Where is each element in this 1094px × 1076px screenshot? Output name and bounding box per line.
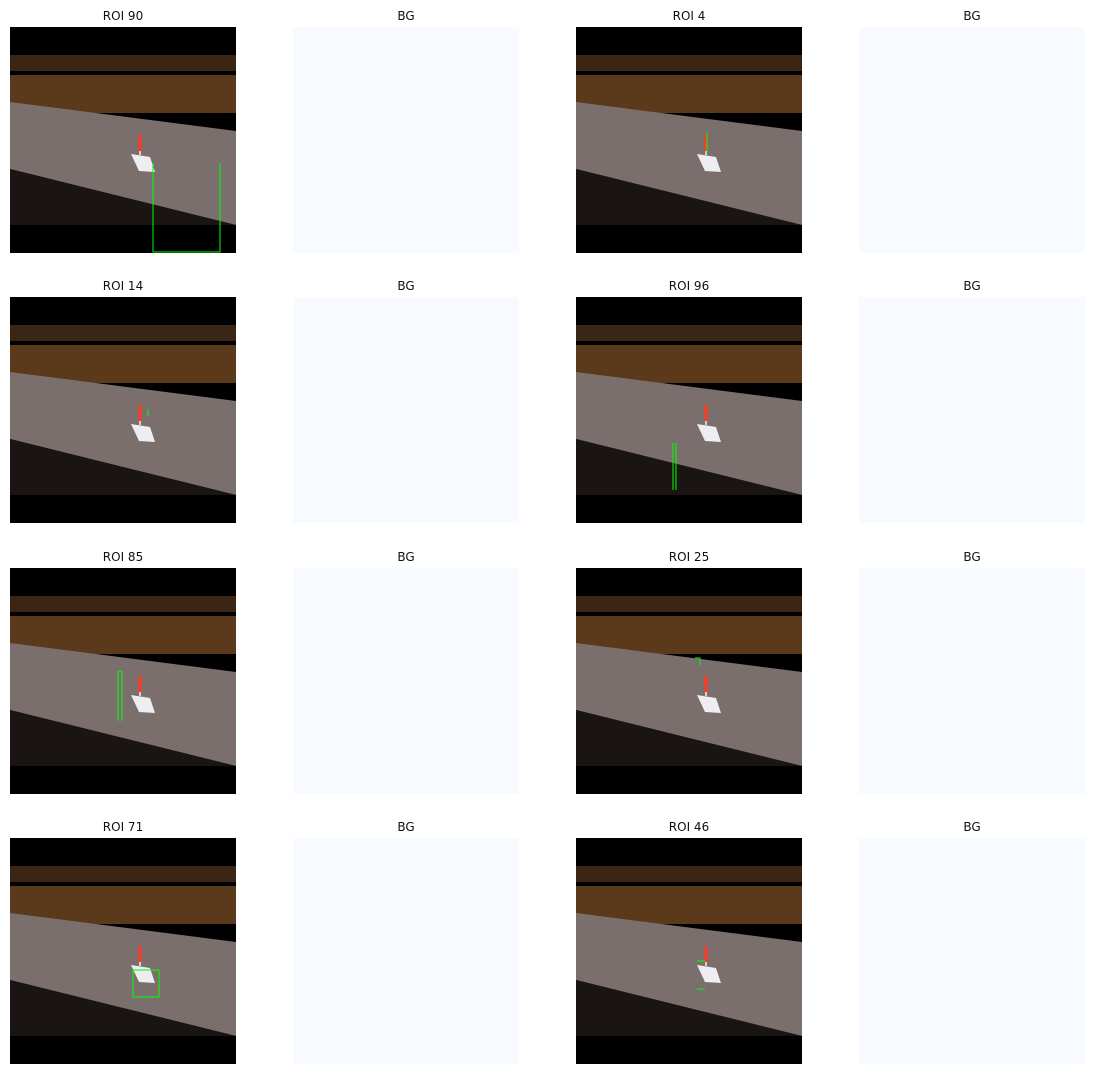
bg-mask-panel bbox=[293, 297, 519, 523]
bg-title: BG bbox=[397, 820, 415, 834]
roi-image-panel bbox=[576, 297, 802, 523]
roi-scene-image bbox=[10, 568, 236, 794]
bg-title: BG bbox=[963, 820, 981, 834]
roi-scene-image bbox=[576, 297, 802, 523]
roi-scene-image bbox=[10, 297, 236, 523]
roi-scene-image bbox=[10, 838, 236, 1064]
bg-mask-panel bbox=[859, 297, 1085, 523]
roi-scene-image bbox=[576, 27, 802, 253]
roi-image-panel bbox=[10, 838, 236, 1064]
bg-mask-panel bbox=[859, 568, 1085, 794]
roi-title: ROI 14 bbox=[102, 279, 144, 293]
bg-title: BG bbox=[397, 550, 415, 564]
roi-title: ROI 46 bbox=[668, 820, 710, 834]
bg-title: BG bbox=[397, 9, 415, 23]
roi-title: ROI 71 bbox=[102, 820, 144, 834]
roi-title: ROI 25 bbox=[668, 550, 710, 564]
bg-mask-panel bbox=[293, 568, 519, 794]
bg-title: BG bbox=[963, 279, 981, 293]
roi-scene-image bbox=[576, 568, 802, 794]
roi-title: ROI 4 bbox=[672, 9, 706, 23]
roi-image-panel bbox=[10, 297, 236, 523]
roi-scene-image bbox=[576, 838, 802, 1064]
bg-title: BG bbox=[963, 9, 981, 23]
roi-image-panel bbox=[576, 27, 802, 253]
bg-mask-panel bbox=[293, 27, 519, 253]
roi-image-panel bbox=[576, 568, 802, 794]
bg-mask-panel bbox=[293, 838, 519, 1064]
roi-image-panel bbox=[10, 27, 236, 253]
roi-title: ROI 96 bbox=[668, 279, 710, 293]
bg-mask-panel bbox=[859, 27, 1085, 253]
roi-image-panel bbox=[10, 568, 236, 794]
roi-title: ROI 90 bbox=[102, 9, 144, 23]
roi-image-panel bbox=[576, 838, 802, 1064]
roi-title: ROI 85 bbox=[102, 550, 144, 564]
bg-title: BG bbox=[963, 550, 981, 564]
bg-mask-panel bbox=[859, 838, 1085, 1064]
roi-scene-image bbox=[10, 27, 236, 253]
bg-title: BG bbox=[397, 279, 415, 293]
